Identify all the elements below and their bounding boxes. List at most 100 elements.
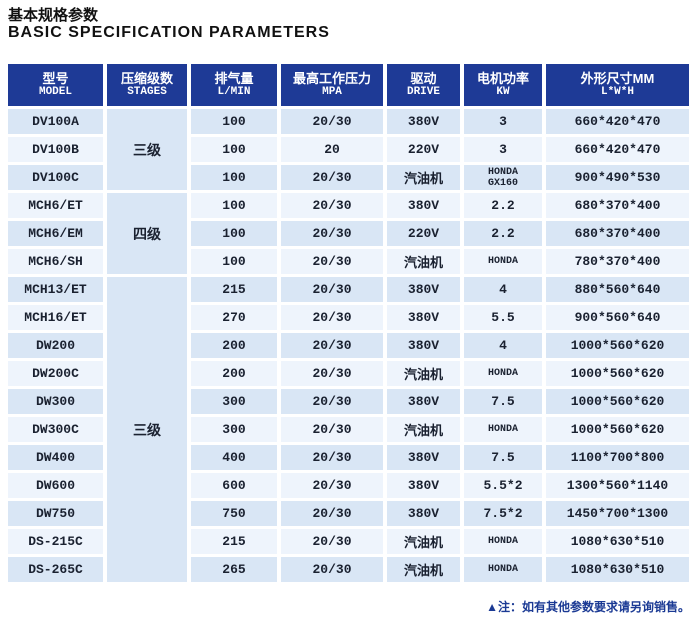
displacement-cell: 300 [191, 389, 277, 414]
displacement-cell: 600 [191, 473, 277, 498]
pressure-cell: 20/30 [281, 221, 383, 246]
drive-cell: 380V [387, 389, 460, 414]
dimensions-cell: 1080*630*510 [546, 557, 689, 582]
model-cell: DW750 [8, 501, 103, 526]
dimensions-cell: 660*420*470 [546, 137, 689, 162]
pressure-cell: 20/30 [281, 165, 383, 190]
col-header-power-en: KW [496, 86, 510, 99]
col-header-drive-en: DRIVE [406, 86, 440, 99]
col-header-displacement-en: L/MIN [217, 86, 251, 99]
page-title-en: BASIC SPECIFICATION PARAMETERS [8, 24, 330, 41]
pressure-cell: 20/30 [281, 529, 383, 554]
col-header-drive: 驱动 DRIVE [387, 64, 460, 106]
stage-cell: 四级 [107, 193, 187, 274]
power-cell-line2: GX160 [487, 177, 518, 189]
dimensions-cell: 660*420*470 [546, 109, 689, 134]
pressure-cell: 20/30 [281, 501, 383, 526]
pressure-cell: 20/30 [281, 361, 383, 386]
pressure-cell: 20/30 [281, 445, 383, 470]
power-cell: 4 [464, 277, 542, 302]
model-cell: DW400 [8, 445, 103, 470]
model-cell: DW600 [8, 473, 103, 498]
power-cell: HONDA GX160 [464, 165, 542, 190]
drive-cell: 220V [387, 221, 460, 246]
dimensions-cell: 900*490*530 [546, 165, 689, 190]
col-header-power: 电机功率 KW [464, 64, 542, 106]
model-cell: DS-215C [8, 529, 103, 554]
model-cell: MCH16/ET [8, 305, 103, 330]
col-header-drive-zh: 驱动 [410, 70, 437, 86]
model-cell: MCH6/ET [8, 193, 103, 218]
model-cell: DW300C [8, 417, 103, 442]
drive-cell: 380V [387, 305, 460, 330]
displacement-cell: 400 [191, 445, 277, 470]
drive-cell: 380V [387, 333, 460, 358]
pressure-cell: 20/30 [281, 473, 383, 498]
col-header-pressure-zh: 最高工作压力 [292, 70, 371, 86]
displacement-cell: 100 [191, 193, 277, 218]
col-header-stages-en: STAGES [127, 86, 167, 99]
power-cell: 4 [464, 333, 542, 358]
drive-cell: 汽油机 [387, 557, 460, 582]
col-header-displacement: 排气量 L/MIN [191, 64, 277, 106]
col-header-dimensions-en: L*W*H [600, 86, 634, 99]
dimensions-cell: 1300*560*1140 [546, 473, 689, 498]
col-header-model-zh: 型号 [42, 70, 69, 86]
displacement-cell: 215 [191, 529, 277, 554]
displacement-cell: 200 [191, 361, 277, 386]
displacement-cell: 100 [191, 109, 277, 134]
dimensions-cell: 1000*560*620 [546, 417, 689, 442]
pressure-cell: 20/30 [281, 389, 383, 414]
drive-cell: 380V [387, 193, 460, 218]
power-cell: 7.5 [464, 389, 542, 414]
power-cell: 3 [464, 137, 542, 162]
power-cell: HONDA [464, 529, 542, 554]
col-header-model-en: MODEL [38, 86, 72, 99]
model-cell: DV100B [8, 137, 103, 162]
model-cell: DV100C [8, 165, 103, 190]
col-header-displacement-zh: 排气量 [214, 70, 254, 86]
displacement-cell: 270 [191, 305, 277, 330]
drive-cell: 汽油机 [387, 529, 460, 554]
drive-cell: 汽油机 [387, 361, 460, 386]
dimensions-cell: 1450*700*1300 [546, 501, 689, 526]
power-cell: 2.2 [464, 193, 542, 218]
power-cell: HONDA [464, 417, 542, 442]
dimensions-cell: 1000*560*620 [546, 361, 689, 386]
drive-cell: 汽油机 [387, 249, 460, 274]
stage-cell: 三级 [107, 109, 187, 190]
dimensions-cell: 1000*560*620 [546, 389, 689, 414]
power-cell: 7.5*2 [464, 501, 542, 526]
page-title-zh: 基本规格参数 [8, 7, 99, 24]
power-cell: 3 [464, 109, 542, 134]
drive-cell: 380V [387, 445, 460, 470]
dimensions-cell: 1080*630*510 [546, 529, 689, 554]
pressure-cell: 20/30 [281, 109, 383, 134]
power-cell: 2.2 [464, 221, 542, 246]
model-cell: DV100A [8, 109, 103, 134]
power-cell: 5.5*2 [464, 473, 542, 498]
col-header-pressure-en: MPA [322, 86, 342, 99]
pressure-cell: 20/30 [281, 417, 383, 442]
pressure-cell: 20 [281, 137, 383, 162]
col-header-power-zh: 电机功率 [476, 70, 529, 86]
model-cell: DW300 [8, 389, 103, 414]
pressure-cell: 20/30 [281, 249, 383, 274]
dimensions-cell: 780*370*400 [546, 249, 689, 274]
drive-cell: 380V [387, 277, 460, 302]
col-header-model: 型号 MODEL [8, 64, 103, 106]
displacement-cell: 265 [191, 557, 277, 582]
drive-cell: 380V [387, 109, 460, 134]
dimensions-cell: 900*560*640 [546, 305, 689, 330]
displacement-cell: 215 [191, 277, 277, 302]
displacement-cell: 200 [191, 333, 277, 358]
dimensions-cell: 680*370*400 [546, 221, 689, 246]
power-cell: HONDA [464, 361, 542, 386]
col-header-pressure: 最高工作压力 MPA [281, 64, 383, 106]
drive-cell: 380V [387, 473, 460, 498]
power-cell: 5.5 [464, 305, 542, 330]
power-cell-line1: HONDA [487, 166, 518, 178]
power-cell: HONDA [464, 249, 542, 274]
drive-cell: 汽油机 [387, 165, 460, 190]
drive-cell: 380V [387, 501, 460, 526]
